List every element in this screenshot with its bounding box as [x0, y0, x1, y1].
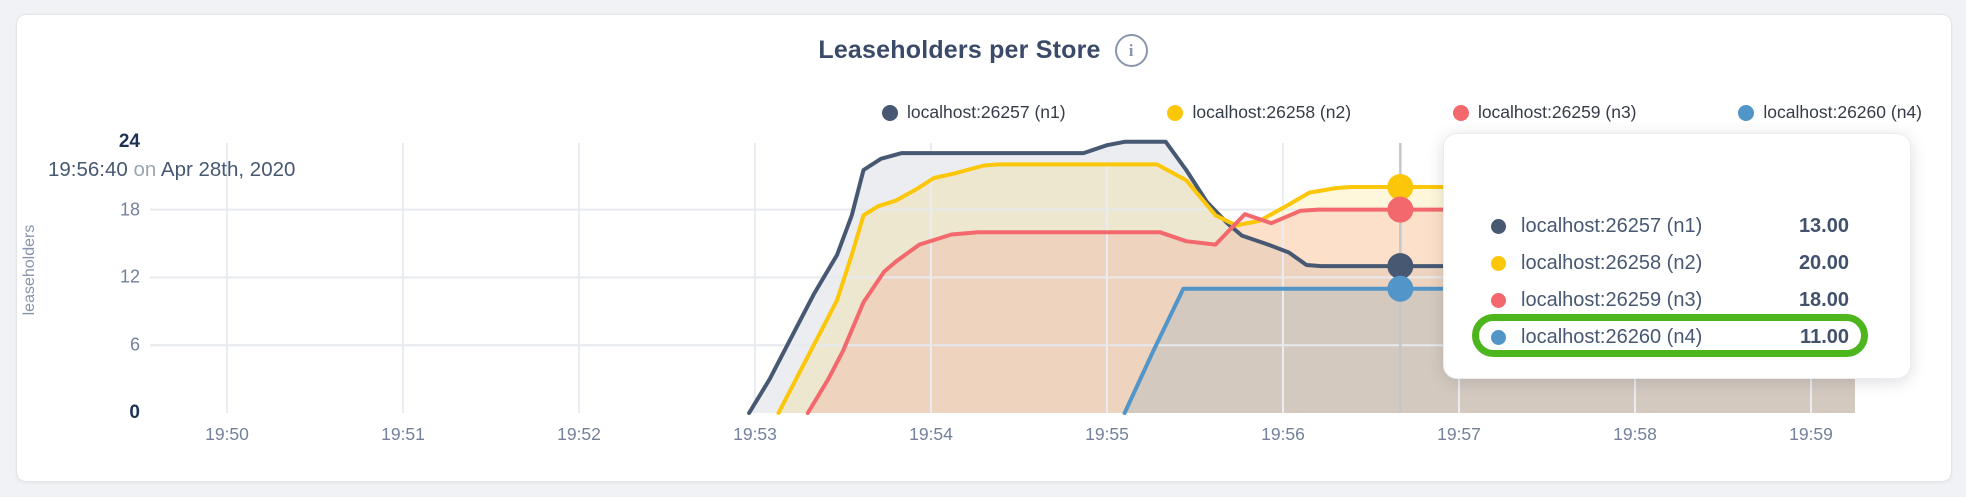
x-tick-19:58: 19:58 [1613, 424, 1657, 444]
x-tick-19:52: 19:52 [557, 424, 601, 444]
x-tick-19:56: 19:56 [1261, 424, 1305, 444]
x-tick-19:55: 19:55 [1085, 424, 1129, 444]
legend-label: localhost:26260 (n4) [1763, 102, 1922, 122]
legend-label: localhost:26259 (n3) [1477, 102, 1637, 122]
tooltip-row-label: localhost:26259 (n3) [1521, 289, 1703, 311]
hover-tooltip [1443, 133, 1911, 379]
chart-titlebar: Leaseholders per Store i [0, 34, 1966, 67]
tooltip-header: 19:56:40 on Apr 28th, 2020 [48, 158, 295, 182]
tooltip-row-value: 18.00 [1798, 289, 1849, 311]
legend-item-n4[interactable]: localhost:26260 (n4) [1738, 102, 1922, 123]
tooltip-row-label: localhost:26258 (n2) [1521, 252, 1703, 274]
series-line-n2 [776, 162, 1857, 415]
legend: localhost:26257 (n1) localhost:26258 (n2)… [882, 102, 1922, 123]
y-tick-24: 24 [118, 130, 140, 152]
legend-dot [1452, 104, 1469, 121]
x-tick-19:53: 19:53 [733, 424, 777, 444]
hover-dot-n1 [1387, 253, 1414, 280]
tooltip-row-label: localhost:26260 (n4) [1521, 326, 1703, 348]
tooltip-row-dot [1491, 219, 1506, 234]
tooltip-row-dot [1491, 293, 1506, 308]
tooltip-row-value: 20.00 [1798, 252, 1849, 274]
tooltip-row-n1: localhost:26257 (n1) 13.00 [1491, 208, 1849, 245]
y-tick-0: 0 [129, 402, 140, 423]
x-tick-19:51: 19:51 [381, 424, 425, 444]
tooltip-row-value: 13.00 [1798, 215, 1849, 237]
y-tick-6: 6 [129, 334, 140, 355]
legend-dot [1738, 104, 1755, 121]
y-tick-12: 12 [119, 266, 140, 287]
legend-label: localhost:26258 (n2) [1192, 102, 1352, 122]
tooltip-date: Apr 28th, 2020 [160, 158, 296, 181]
info-icon[interactable]: i [1114, 34, 1148, 67]
highlight-annotation [1472, 314, 1868, 357]
tooltip-row-dot [1491, 256, 1506, 271]
legend-item-n3[interactable]: localhost:26259 (n3) [1452, 102, 1637, 123]
x-tick-19:50: 19:50 [205, 424, 249, 444]
tooltip-row-label: localhost:26257 (n1) [1521, 215, 1703, 237]
tooltip-row-value: 11.00 [1800, 326, 1849, 348]
chart-title: Leaseholders per Store [818, 36, 1101, 64]
y-tick-18: 18 [119, 199, 140, 220]
x-tick-19:54: 19:54 [909, 424, 953, 444]
hover-dot-n3 [1387, 196, 1414, 223]
hover-dot-n2 [1387, 174, 1414, 200]
tooltip-row-n4: localhost:26260 (n4) 11.00 [1491, 319, 1849, 356]
tooltip-row-n3: localhost:26259 (n3) 18.00 [1491, 282, 1849, 319]
series-line-n1 [747, 139, 1857, 415]
legend-dot [882, 104, 898, 121]
tooltip-rows: localhost:26257 (n1) 13.00 localhost:26258… [1491, 208, 1849, 356]
x-tick-19:59: 19:59 [1789, 424, 1833, 444]
x-tick-19:57: 19:57 [1437, 424, 1481, 444]
series-line-n3 [805, 207, 1857, 415]
tooltip-row-n2: localhost:26258 (n2) 20.00 [1491, 245, 1849, 282]
legend-item-n2[interactable]: localhost:26258 (n2) [1167, 102, 1351, 123]
legend-dot [1167, 104, 1184, 121]
legend-label: localhost:26257 (n1) [907, 102, 1066, 122]
y-axis-title: leaseholders [21, 224, 38, 316]
tooltip-time: 19:56:40 [48, 158, 128, 181]
hover-dot-n4 [1387, 275, 1414, 302]
tooltip-on-word: on [133, 158, 157, 181]
legend-item-n1[interactable]: localhost:26257 (n1) [882, 102, 1066, 123]
